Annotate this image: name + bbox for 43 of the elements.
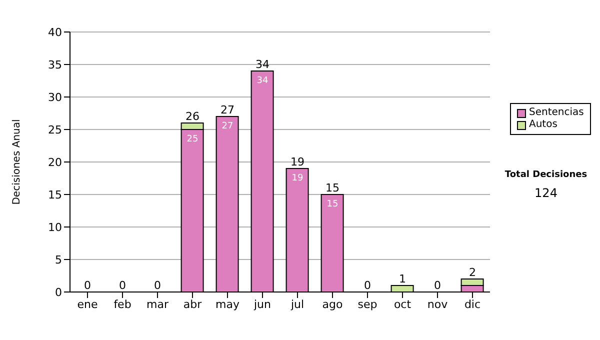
y-tick-label: 40 (48, 26, 62, 39)
y-tick-label: 0 (55, 286, 62, 299)
total-label: 26 (186, 110, 200, 123)
x-tick-label: ene (77, 298, 98, 311)
data-label: 15 (326, 200, 338, 210)
x-tick-label: feb (114, 298, 132, 311)
x-tick-label: jun (253, 298, 272, 311)
x-tick-label: nov (427, 298, 448, 311)
total-label: 0 (154, 279, 161, 292)
y-tick-label: 10 (48, 220, 62, 234)
y-tick-label: 20 (48, 156, 62, 169)
text: Total Decisiones (504, 170, 588, 180)
x-tick-label: abr (183, 298, 202, 311)
total-label: 0 (364, 279, 371, 292)
total-label: 0 (84, 279, 91, 292)
y-axis-title: Decisiones Anual (12, 119, 23, 205)
x-tick-label: mar (146, 298, 169, 311)
total-label: 34 (256, 58, 270, 71)
x-tick-label: dic (464, 298, 481, 311)
total-label: 2 (469, 266, 476, 279)
total-label: 27 (220, 104, 234, 116)
data-label: 25 (186, 134, 198, 144)
y-tick-label: 35 (48, 58, 62, 72)
total-label: 1 (399, 272, 406, 286)
legend-label: Autos (529, 119, 558, 131)
data-label: 19 (292, 174, 304, 184)
total-label: 15 (326, 182, 340, 194)
x-tick-label: ago (322, 298, 343, 311)
total-label: 0 (119, 279, 126, 292)
text: 124 (534, 186, 558, 200)
data-label: 27 (222, 122, 234, 132)
y-tick-label: 30 (48, 90, 62, 104)
legend-label: Sentencias (529, 107, 584, 119)
y-tick-label: 5 (55, 253, 62, 266)
x-tick-label: may (216, 298, 240, 311)
y-tick-label: 15 (48, 188, 62, 202)
total-label: 19 (290, 156, 304, 168)
x-tick-label: oct (394, 298, 412, 311)
data-label: 34 (256, 76, 268, 86)
x-tick-label: jul (290, 298, 304, 311)
x-tick-label: sep (358, 298, 378, 311)
total-label: 0 (434, 279, 441, 292)
y-tick-label: 25 (48, 123, 62, 136)
